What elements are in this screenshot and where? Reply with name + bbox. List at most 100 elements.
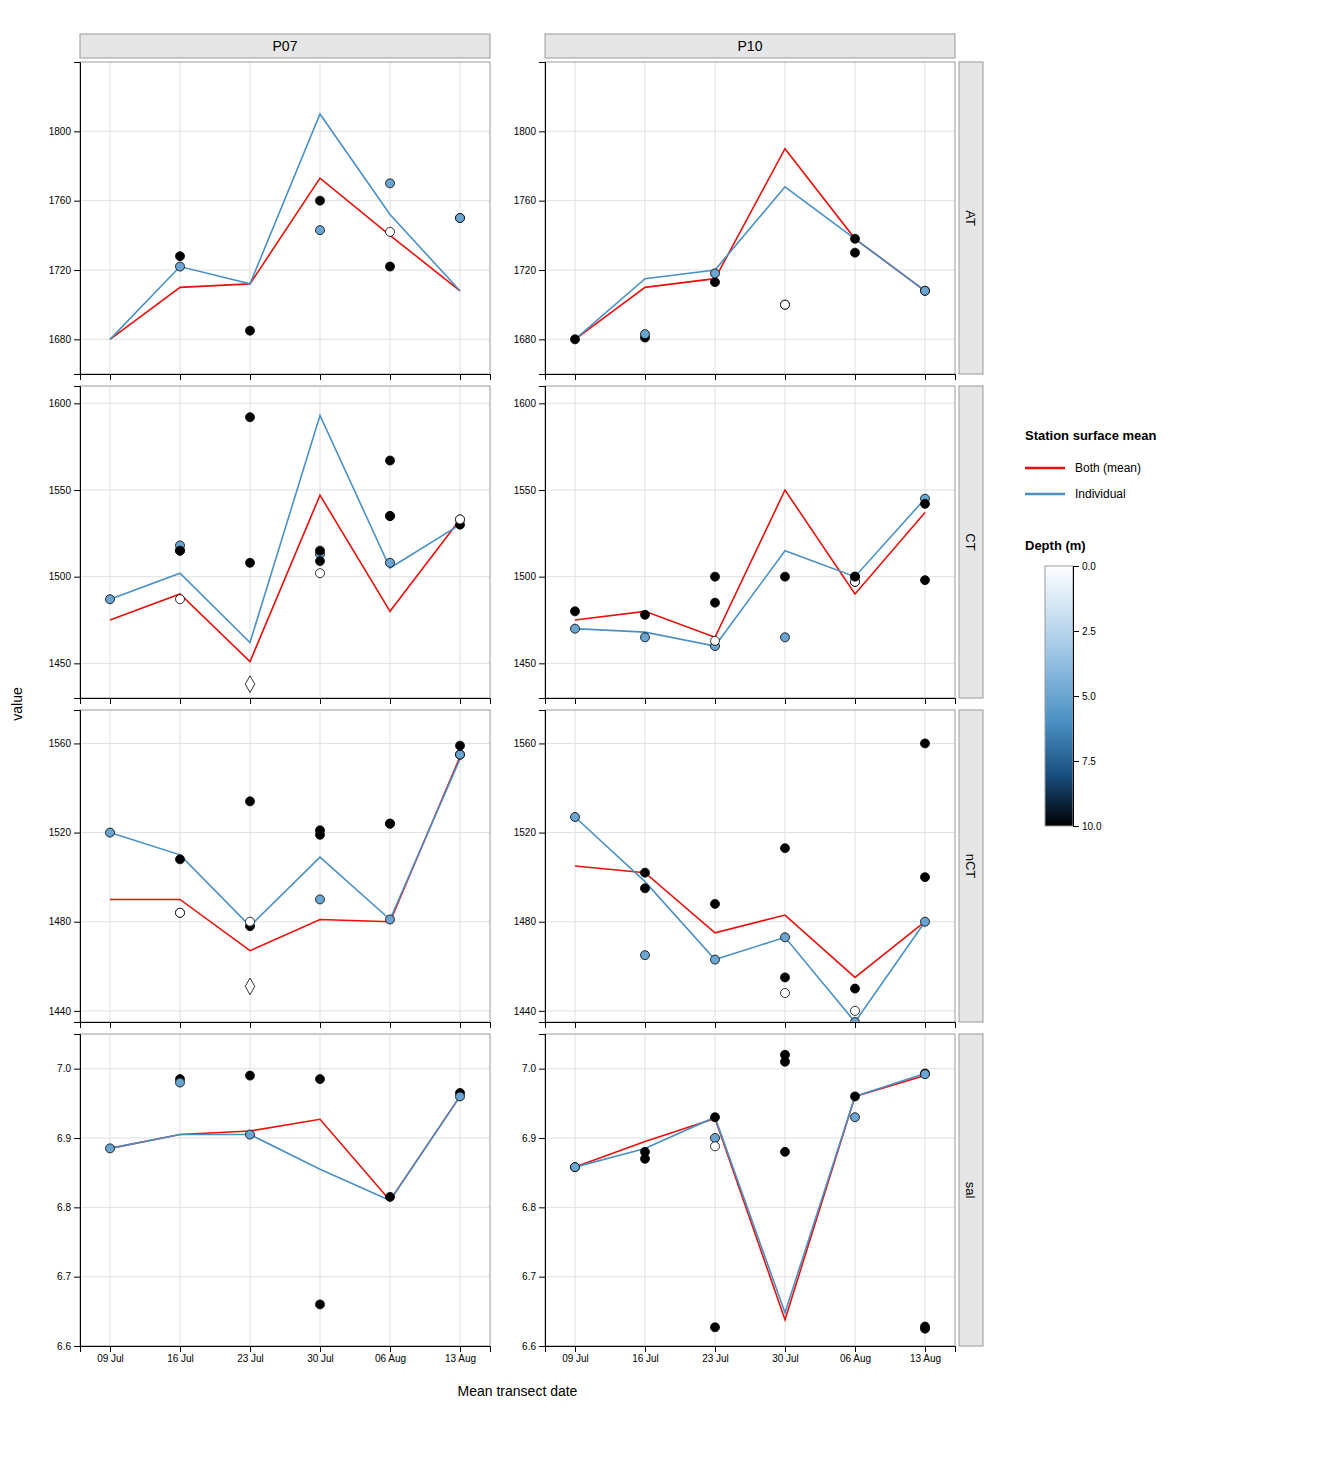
legend-label: Individual <box>1075 487 1126 501</box>
y-tick-label: 1450 <box>49 658 72 669</box>
y-tick: 1550 <box>49 485 80 496</box>
point <box>921 1069 930 1078</box>
colorbar-axis: 0.02.55.07.510.0 <box>1073 561 1102 832</box>
y-tick: 6.8 <box>522 1202 545 1213</box>
point <box>571 812 580 821</box>
point <box>641 633 650 642</box>
tick-mark <box>110 1346 111 1352</box>
point <box>921 499 930 508</box>
grid-line-x <box>180 710 181 1022</box>
grid-line-y <box>545 1010 955 1011</box>
x-tick-label: 09 Jul <box>562 1353 589 1364</box>
grid-line-x <box>460 1034 461 1346</box>
x-tick: 06 Aug <box>840 1346 871 1364</box>
x-tick: 16 Jul <box>632 1346 659 1364</box>
tick-mark <box>320 698 321 704</box>
grid-line-x <box>785 1034 786 1346</box>
x-tick <box>575 374 576 380</box>
point <box>456 1092 465 1101</box>
tick-mark <box>715 374 716 380</box>
line <box>575 1074 925 1313</box>
x-tick <box>460 698 461 704</box>
y-tick: 1550 <box>514 485 545 496</box>
legend-title: Station surface mean <box>1025 428 1157 443</box>
axis-line <box>539 711 546 1023</box>
axis-line <box>81 1347 491 1353</box>
plot-area <box>571 149 930 344</box>
scatter-series <box>641 1050 930 1333</box>
point <box>176 595 185 604</box>
point <box>571 624 580 633</box>
x-tick: 30 Jul <box>307 1346 334 1364</box>
x-axis <box>81 698 491 704</box>
grid-line-y <box>545 743 955 744</box>
line <box>575 817 925 1022</box>
grid-line-y <box>545 1276 955 1277</box>
point <box>921 1324 930 1333</box>
x-tick <box>925 698 926 704</box>
scatter-series <box>316 1300 325 1309</box>
point <box>386 915 395 924</box>
y-tick-label: 1500 <box>49 571 72 582</box>
panel: 6.66.76.86.97.009 Jul16 Jul23 Jul30 Jul0… <box>57 1034 490 1364</box>
grid-line-y <box>545 200 955 201</box>
tick-mark <box>1073 826 1079 827</box>
colorbar-tick-label: 5.0 <box>1082 691 1096 702</box>
grid-line-y <box>80 1138 490 1139</box>
grid-line-x <box>320 62 321 374</box>
point-diamond <box>245 676 255 693</box>
row-header: sal <box>959 1034 983 1346</box>
plot-frame <box>80 386 490 698</box>
point <box>851 1018 860 1023</box>
tick-mark <box>925 374 926 380</box>
y-tick: 6.7 <box>522 1271 545 1282</box>
point <box>386 227 395 236</box>
grid-line-y <box>80 490 490 491</box>
tick-mark <box>575 1022 576 1028</box>
point <box>246 917 255 926</box>
tick-mark <box>250 698 251 704</box>
grid-line-x <box>110 1034 111 1346</box>
panel: 1440148015201560 <box>49 710 491 1028</box>
scatter-series <box>571 739 930 1022</box>
tick-mark <box>74 577 80 578</box>
grid-line-x <box>645 62 646 374</box>
point <box>456 741 465 750</box>
point <box>456 214 465 223</box>
point <box>921 576 930 585</box>
column-header: P10 <box>545 34 955 58</box>
y-tick-label: 6.7 <box>57 1271 71 1282</box>
x-tick <box>390 374 391 380</box>
point <box>386 1192 395 1201</box>
grid-line-x <box>180 62 181 374</box>
line <box>110 757 460 951</box>
grid-line-x <box>390 710 391 1022</box>
line <box>575 499 925 646</box>
grid-line-y <box>80 1010 490 1011</box>
grid-line-x <box>460 386 461 698</box>
tick-mark <box>645 374 646 380</box>
y-tick-label: 7.0 <box>522 1063 536 1074</box>
tick-mark <box>74 131 80 132</box>
grid-line-x <box>855 62 856 374</box>
line <box>575 490 925 637</box>
axis-line <box>81 699 491 705</box>
grid-line-x <box>110 62 111 374</box>
y-tick-label: 1560 <box>514 738 537 749</box>
tick-mark <box>925 1022 926 1028</box>
tick-mark <box>575 1346 576 1352</box>
panel: 1680172017601800P10AT <box>514 34 983 380</box>
grid-line-y <box>545 576 955 577</box>
y-axis: 6.66.76.86.97.0 <box>57 1035 80 1352</box>
x-tick <box>180 1022 181 1028</box>
colorbar-tick: 5.0 <box>1073 691 1096 702</box>
point <box>711 955 720 964</box>
scatter-series <box>176 908 255 926</box>
y-tick: 1800 <box>49 126 80 137</box>
tick-mark <box>715 698 716 704</box>
point <box>316 826 325 835</box>
x-tick <box>250 374 251 380</box>
point <box>641 610 650 619</box>
tick-mark <box>110 698 111 704</box>
grid-line-x <box>575 386 576 698</box>
